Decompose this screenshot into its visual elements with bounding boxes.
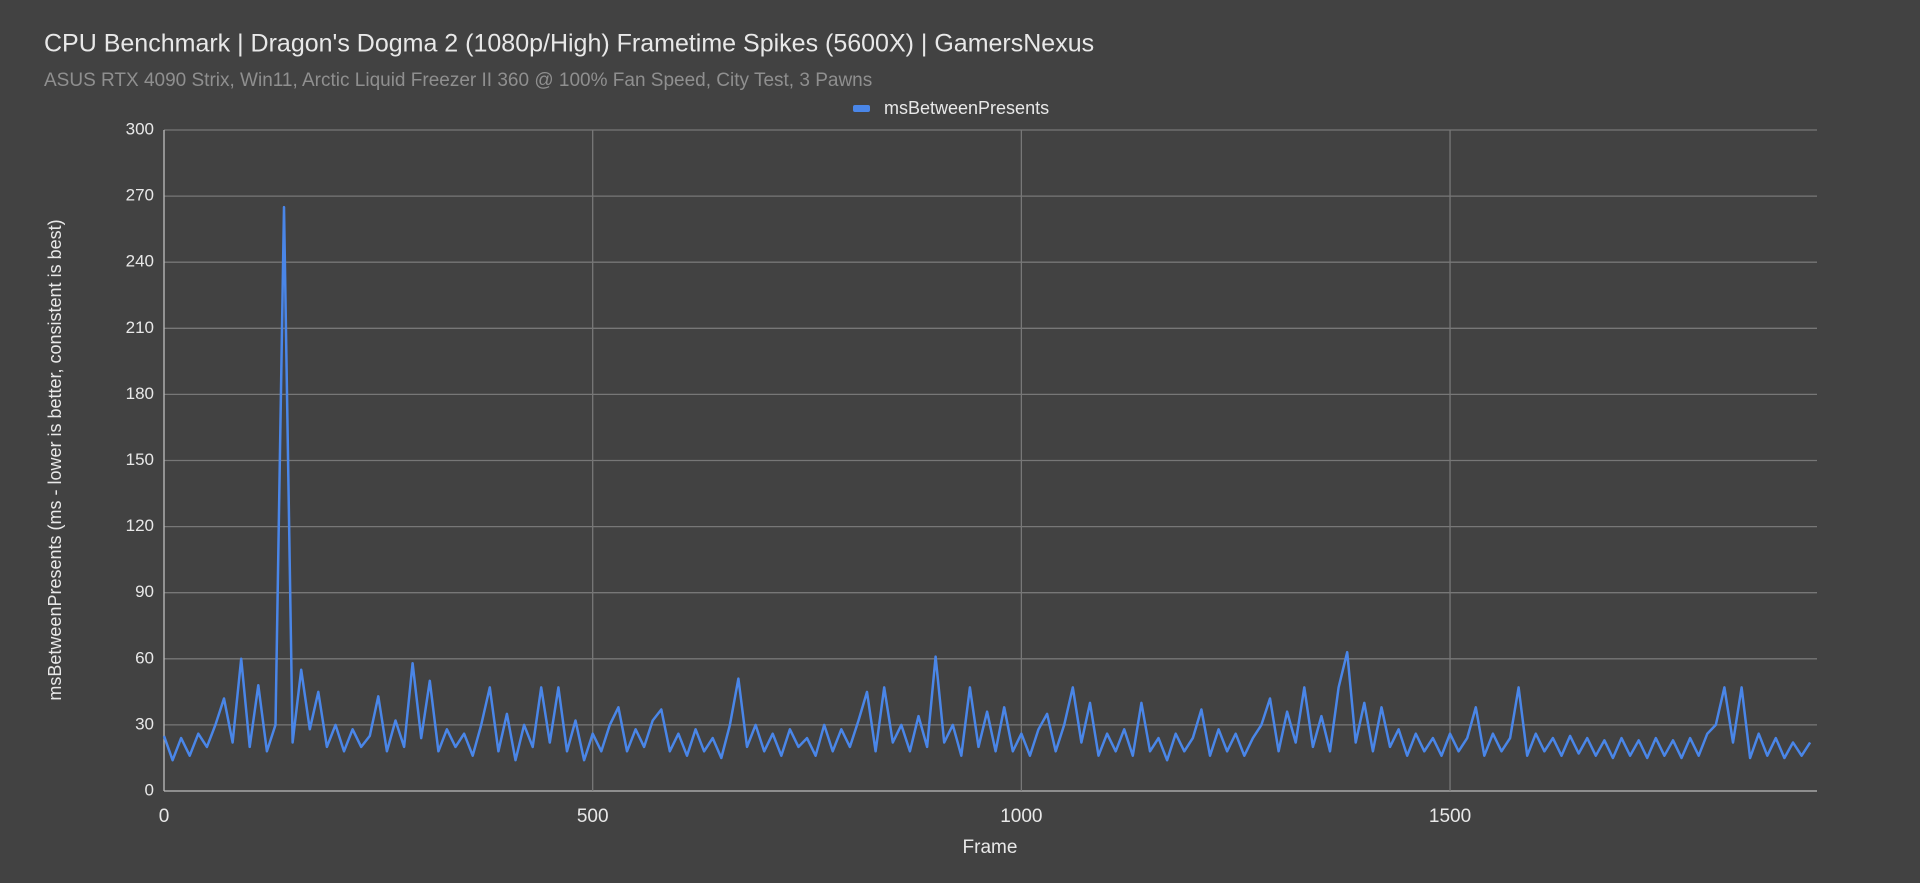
x-tick-label: 1000 (1000, 806, 1042, 827)
y-tick-label: 90 (135, 582, 154, 601)
y-tick-label: 270 (126, 186, 154, 205)
data-line (162, 205, 1812, 762)
y-axis-title: msBetweenPresents (ms - lower is better,… (45, 219, 65, 700)
x-axis-title: Frame (963, 837, 1018, 858)
chart-subtitle: ASUS RTX 4090 Strix, Win11, Arctic Liqui… (44, 70, 872, 91)
x-tick-label: 1500 (1429, 806, 1471, 827)
y-tick-label: 240 (126, 252, 154, 271)
y-tick-label: 300 (126, 119, 154, 138)
y-tick-label: 60 (135, 648, 154, 667)
x-tick-label: 500 (577, 806, 609, 827)
legend-swatch (853, 105, 870, 112)
y-tick-label: 180 (126, 384, 154, 403)
y-tick-label: 210 (126, 318, 154, 337)
x-tick-label: 0 (159, 806, 170, 827)
legend-label: msBetweenPresents (884, 98, 1049, 118)
chart-title: CPU Benchmark | Dragon's Dogma 2 (1080p/… (44, 30, 1094, 58)
y-tick-label: 0 (145, 780, 154, 799)
y-tick-label: 150 (126, 450, 154, 469)
y-tick-label: 30 (135, 714, 154, 733)
y-tick-label: 120 (126, 516, 154, 535)
